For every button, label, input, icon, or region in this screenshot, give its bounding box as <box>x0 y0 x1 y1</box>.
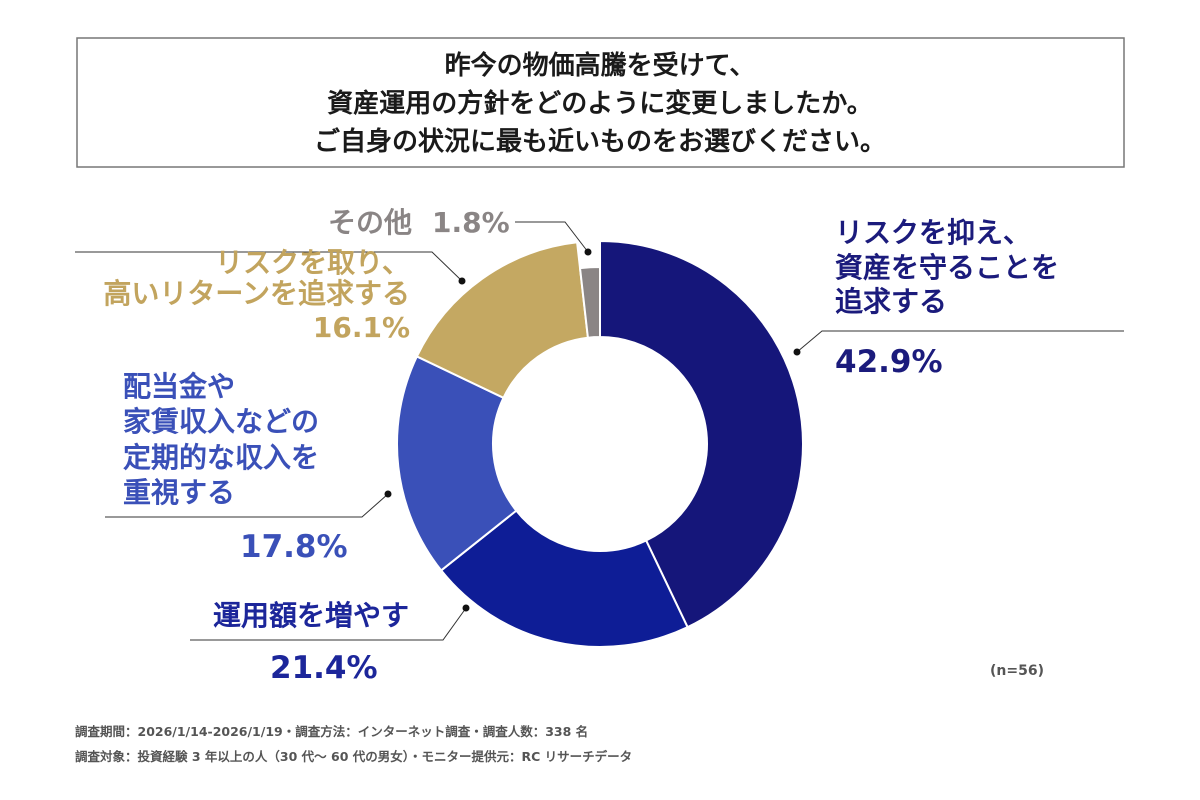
slice-label-2-line-1: 配当金や <box>123 370 235 403</box>
slice-label-4: その他 <box>328 206 412 239</box>
leader-line-4 <box>515 221 589 253</box>
leader-dot <box>793 348 801 356</box>
title-box <box>76 37 1125 168</box>
slice-label-1-line-1: 運用額を増やす <box>213 599 409 632</box>
leader-dots <box>384 248 801 612</box>
leader-dot <box>462 604 470 612</box>
leader-lines <box>75 221 1124 641</box>
donut-slice-3 <box>415 241 590 400</box>
leader-line-3 <box>75 251 463 282</box>
slice-label-0-line-2: 資産を守ることを <box>835 251 1059 284</box>
slice-label-2-line-2: 家賃収入などの <box>123 405 319 438</box>
slice-value-4: 1.8% <box>432 206 510 239</box>
slice-value-3: 16.1% <box>313 311 410 344</box>
slice-label-0-line-3: 追求する <box>835 285 947 318</box>
leader-line-0 <box>796 330 1124 353</box>
slice-value-0: 42.9% <box>835 344 943 380</box>
donut-slice-4 <box>578 265 601 339</box>
leader-line-1 <box>190 607 467 641</box>
chart-title-line-2: 資産運用の方針をどのように変更しましたか。 <box>327 88 872 119</box>
slice-label-2-line-4: 重視する <box>123 476 235 509</box>
slice-value-1: 21.4% <box>270 650 378 686</box>
chart-title-line-1: 昨今の物価高騰を受けて、 <box>445 50 756 81</box>
donut-slice-0 <box>599 239 804 629</box>
slices <box>396 239 804 648</box>
sample-size-note: (n=56) <box>990 663 1044 679</box>
footer-line-1: 調査期間：2026/1/14-2026/1/19・調査方法：インターネット調査・… <box>75 724 588 739</box>
slice-value-2: 17.8% <box>240 529 348 565</box>
chart-title-line-3: ご自身の状況に最も近いものをお選びください。 <box>314 126 886 157</box>
leader-line-2 <box>105 493 389 518</box>
leader-dot <box>384 490 392 498</box>
leader-dot <box>458 277 466 285</box>
donut-slice-2 <box>396 355 518 572</box>
slice-label-3-line-2: 高いリターンを追求する <box>103 277 410 310</box>
slice-label-0-line-1: リスクを抑え、 <box>835 216 1031 249</box>
slice-label-3-line-1: リスクを取り、 <box>215 246 410 279</box>
slice-label-2-line-3: 定期的な収入を <box>123 441 319 474</box>
leader-dot <box>584 248 592 256</box>
footer-line-2: 調査対象：投資経験 3 年以上の人（30 代～ 60 代の男女）・モニター提供元… <box>75 749 632 764</box>
donut-slice-1 <box>439 509 689 648</box>
